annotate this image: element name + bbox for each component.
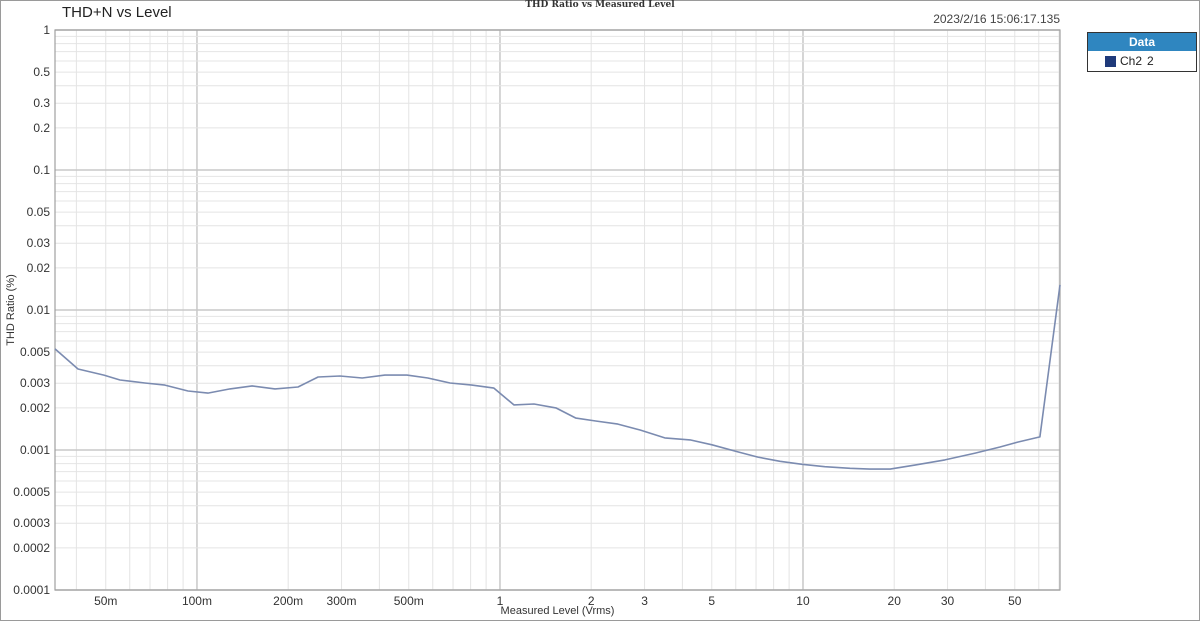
x-tick-label: 200m (273, 594, 303, 608)
y-tick-label: 0.2 (33, 121, 50, 135)
legend-label: Ch2 (1120, 54, 1143, 68)
legend-title: Data (1088, 33, 1196, 51)
x-tick-label: 20 (888, 594, 902, 608)
legend: Data Ch2 2 (1087, 32, 1197, 72)
y-axis-label: THD Ratio (%) (5, 274, 17, 346)
y-tick-label: 0.01 (27, 303, 51, 317)
y-tick-label: 0.5 (33, 65, 50, 79)
y-tick-label: 0.3 (33, 96, 50, 110)
x-tick-label: 2 (588, 594, 595, 608)
x-tick-label: 50m (94, 594, 117, 608)
y-tick-label: 0.03 (27, 236, 51, 250)
graph-title: THD+N vs Level (62, 4, 172, 21)
y-tick-label: 0.001 (20, 443, 50, 457)
y-tick-label: 0.005 (20, 345, 50, 359)
legend-item-ch2[interactable]: Ch2 2 (1088, 51, 1196, 68)
legend-swatch (1105, 55, 1116, 67)
y-tick-label: 0.0002 (13, 541, 50, 555)
x-tick-label: 50 (1008, 594, 1022, 608)
x-tick-label: 10 (796, 594, 810, 608)
x-axis-label: Measured Level (Vrms) (501, 605, 615, 617)
y-tick-label: 0.02 (27, 261, 51, 275)
y-tick-label: 0.0003 (13, 516, 50, 530)
x-tick-label: 3 (641, 594, 648, 608)
y-tick-label: 0.0005 (13, 485, 50, 499)
chart-title: THD Ratio vs Measured Level (525, 0, 675, 10)
y-tick-label: 0.1 (33, 163, 50, 177)
legend-suffix: 2 (1147, 54, 1154, 68)
y-tick-label: 0.002 (20, 401, 50, 415)
x-tick-label: 100m (182, 594, 212, 608)
timestamp: 2023/2/16 15:06:17.135 (933, 12, 1060, 26)
y-tick-label: 0.0001 (13, 583, 50, 597)
series-line-ch2 (54, 284, 1061, 470)
x-tick-label: 300m (327, 594, 357, 608)
x-tick-label: 5 (708, 594, 715, 608)
x-tick-label: 30 (941, 594, 955, 608)
plot-border (54, 29, 1061, 591)
y-tick-label: 1 (43, 23, 50, 37)
x-tick-label: 1 (497, 594, 504, 608)
x-tick-label: 500m (394, 594, 424, 608)
y-tick-label: 0.003 (20, 376, 50, 390)
y-tick-label: 0.05 (27, 205, 51, 219)
